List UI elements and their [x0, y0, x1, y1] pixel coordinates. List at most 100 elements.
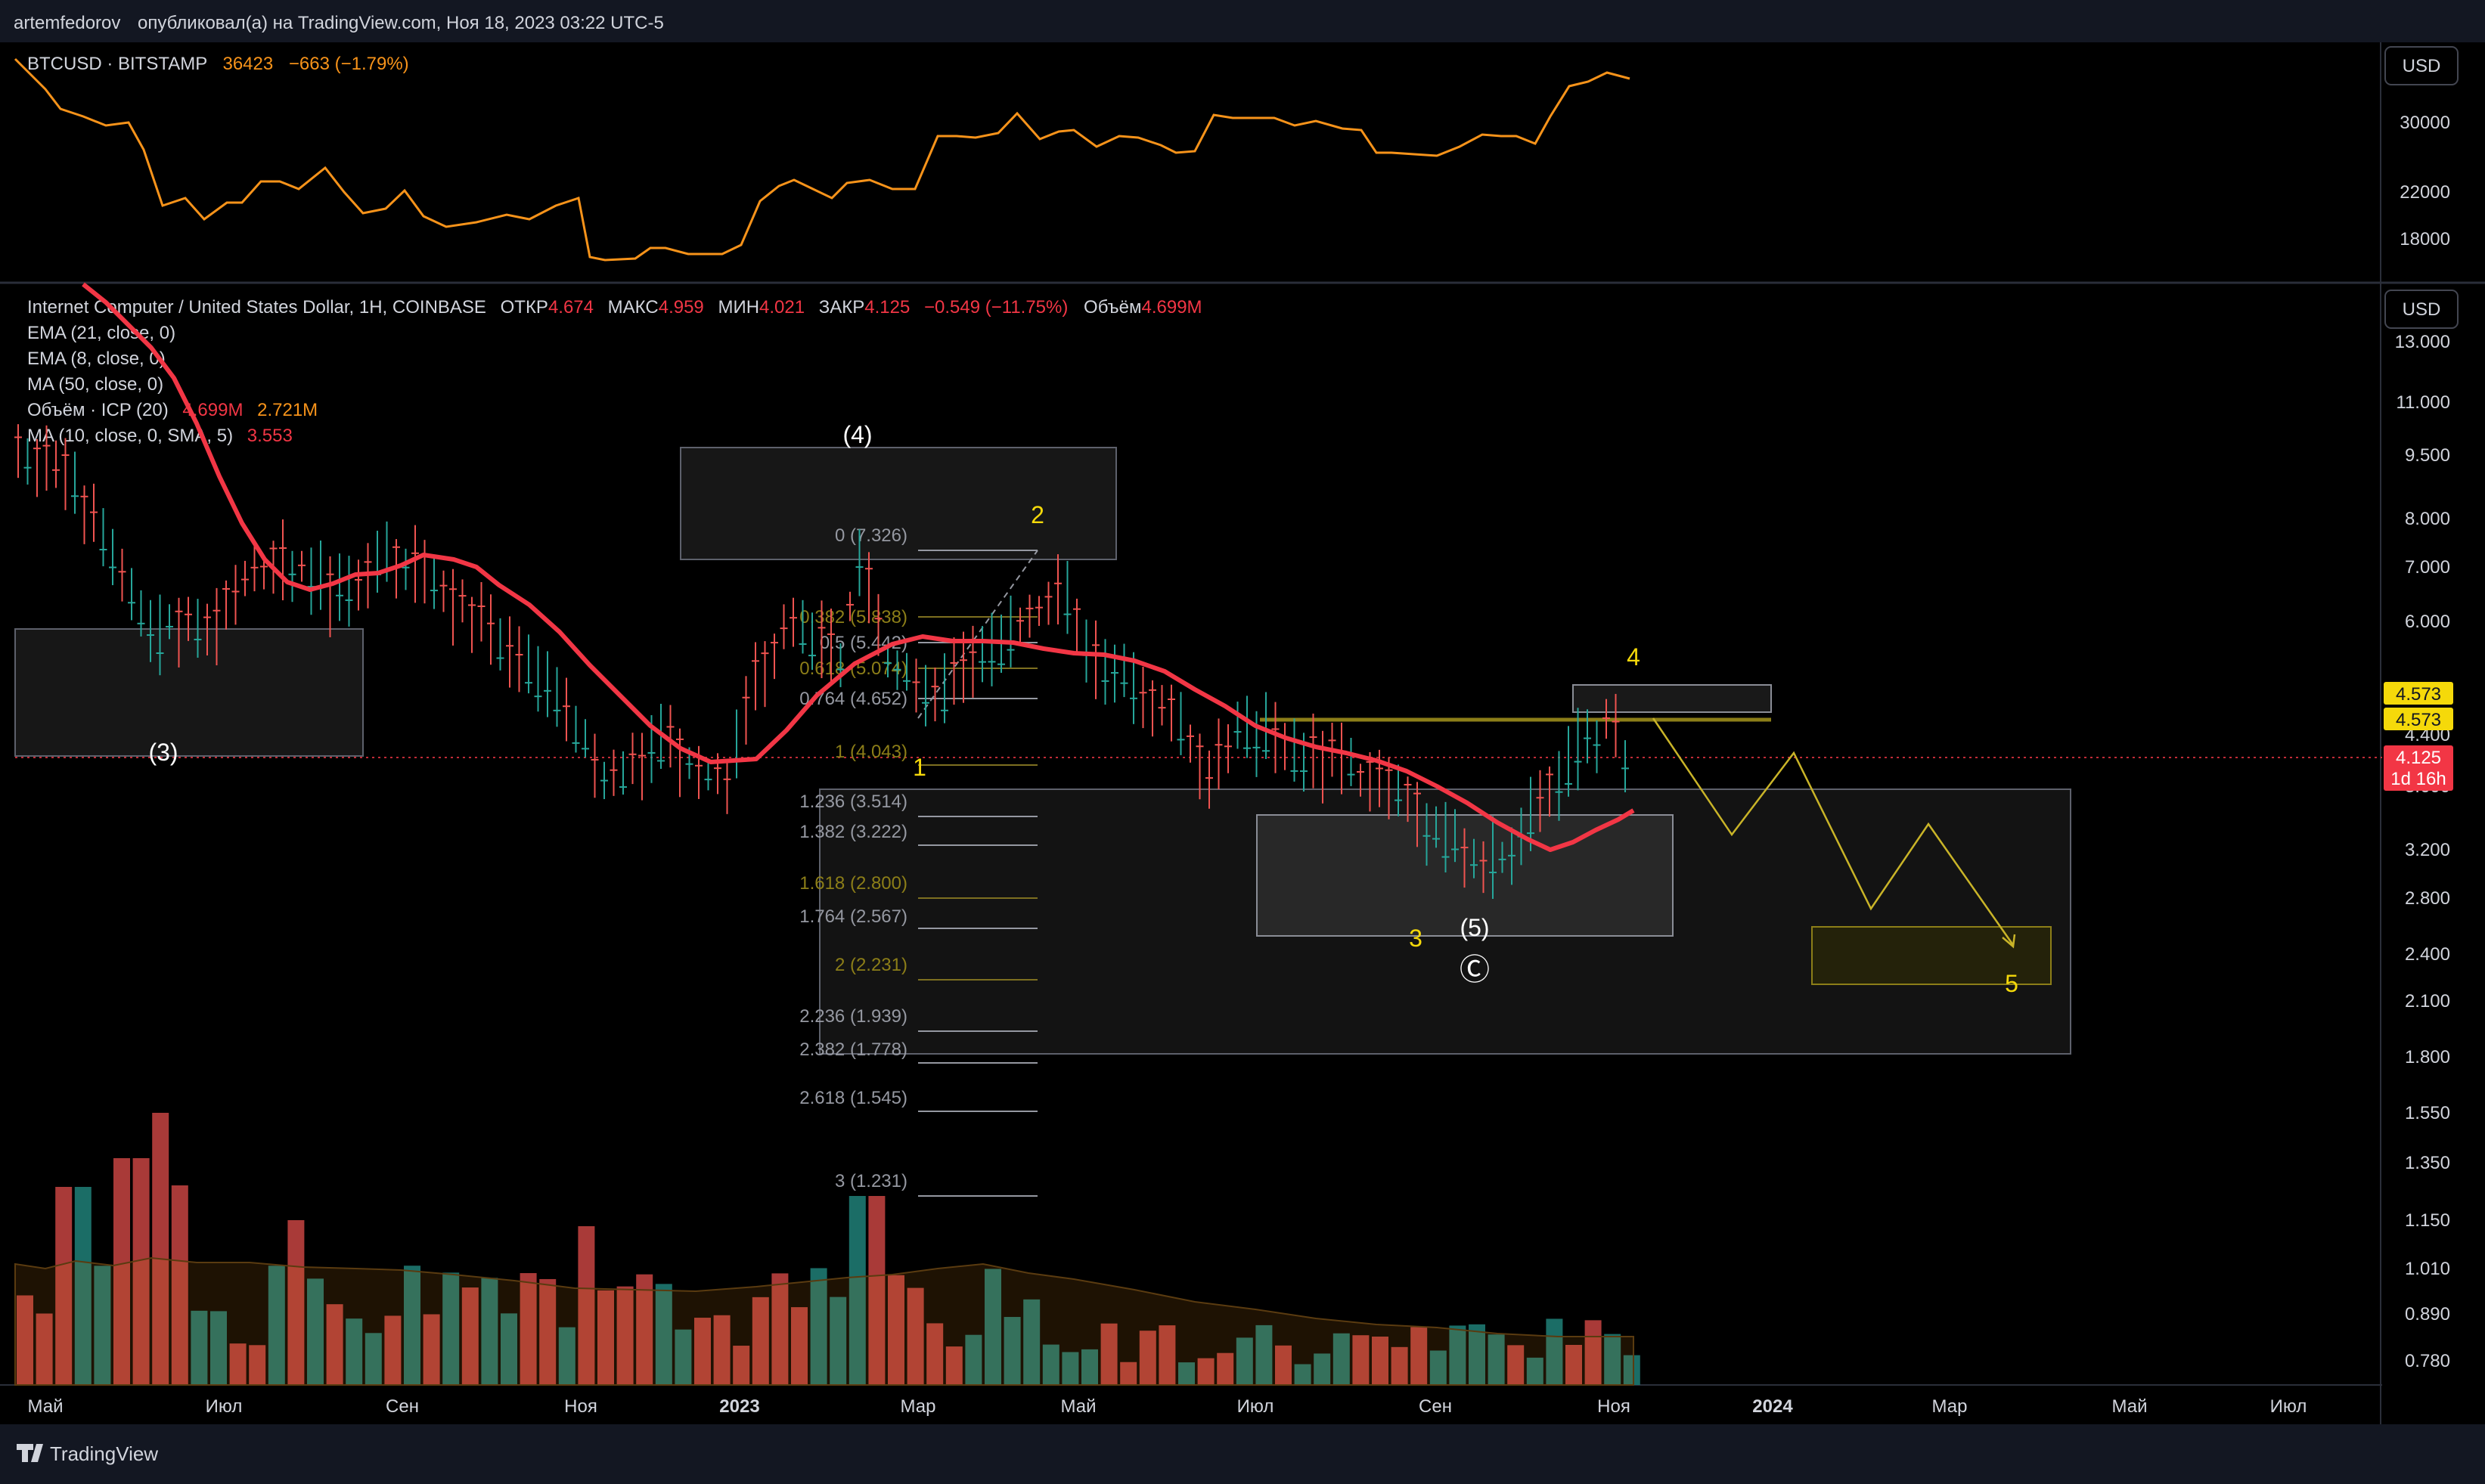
author-name[interactable]: artemfedorov — [14, 13, 120, 33]
fib-label: 1.764 (2.567) — [799, 906, 907, 927]
volume-bar — [1546, 1318, 1563, 1385]
volume-bar — [1062, 1352, 1079, 1385]
volume-bar — [384, 1315, 402, 1385]
wave-label-5-major[interactable]: (5) — [1460, 914, 1489, 941]
fib-label: 0.382 (5.838) — [799, 607, 907, 627]
volume-bar — [1139, 1331, 1156, 1385]
zone-box-3[interactable] — [14, 628, 364, 757]
ma-line — [82, 282, 1635, 852]
indicator-volume[interactable]: Объём · ICP (20) 4.699M 2.721M — [27, 400, 318, 420]
x-tick: Ноя — [564, 1396, 597, 1417]
y-tick: 8.000 — [2405, 509, 2450, 529]
volume-bar — [1197, 1358, 1215, 1385]
price-axis[interactable] — [2382, 42, 2485, 1424]
open-label: ОТКР — [501, 297, 548, 318]
indicator-ema8[interactable]: EMA (8, close, 0) — [27, 349, 166, 369]
projection-path[interactable] — [1652, 717, 2015, 946]
volume-bar — [481, 1278, 498, 1385]
volume-bar — [985, 1269, 1001, 1385]
btc-legend[interactable]: BTCUSD · BITSTAMP 36423 −663 (−1.79%) — [27, 54, 409, 74]
volume-bar — [55, 1187, 73, 1385]
main-currency-button[interactable]: USD — [2384, 290, 2459, 329]
volume-bar — [578, 1226, 595, 1385]
wave-label-1[interactable]: 1 — [913, 754, 926, 781]
top-tick: 22000 — [2400, 182, 2450, 203]
change-value: −0.549 (−11.75%) — [924, 297, 1068, 318]
volume-bar — [539, 1278, 557, 1385]
x-tick: Сен — [1419, 1396, 1452, 1417]
volume-bar — [17, 1295, 33, 1385]
volume-bar — [1178, 1362, 1195, 1385]
wave-label-5[interactable]: 5 — [2005, 970, 2018, 997]
indicator-ma10-value: 3.553 — [247, 426, 293, 446]
volume-bar — [694, 1318, 711, 1385]
volume-bar — [558, 1327, 575, 1385]
volume-bar — [1372, 1337, 1388, 1385]
main-currency-frame — [2384, 290, 2459, 329]
wave-label-c[interactable]: Ⓒ — [1460, 953, 1490, 987]
volume-bar — [1429, 1350, 1447, 1385]
volume-bar — [945, 1346, 963, 1385]
x-tick: Май — [1060, 1396, 1096, 1417]
wave-label-2[interactable]: 2 — [1031, 501, 1044, 528]
low-value: 4.021 — [759, 297, 805, 318]
x-tick: 2024 — [1752, 1396, 1793, 1417]
volume-bar — [907, 1287, 924, 1385]
volume-bar — [1100, 1323, 1118, 1385]
indicator-volume-ma: 2.721M — [257, 400, 318, 420]
volume-bar — [442, 1272, 460, 1385]
price-tag-bg — [2384, 682, 2453, 705]
icp-legend[interactable]: Internet Computer / United States Dollar… — [27, 297, 1202, 318]
volume-bar — [191, 1310, 208, 1385]
tradingview-logo[interactable]: TradingView — [17, 1442, 158, 1465]
x-tick: Май — [27, 1396, 63, 1417]
fib-label: 0 (7.326) — [835, 525, 907, 546]
low-label: МИН — [718, 297, 759, 318]
volume-bar — [1081, 1349, 1098, 1385]
wave-label-3[interactable]: 3 — [1409, 925, 1422, 952]
wave-label-4[interactable]: 4 — [1627, 643, 1640, 671]
volume-bar — [733, 1346, 750, 1385]
volume-bar — [1410, 1327, 1428, 1385]
zone-box-w4[interactable] — [1572, 684, 1772, 713]
fib-extension[interactable]: 0 (7.326) 0.382 (5.838) 0.5 (5.442) 0.61… — [799, 525, 1038, 1197]
volume-bar — [1294, 1364, 1311, 1385]
volume-bar — [597, 1290, 614, 1385]
price-tag: 4.573 — [2396, 710, 2441, 730]
y-tick: 7.000 — [2405, 557, 2450, 578]
high-value: 4.959 — [659, 297, 704, 318]
brand-name: TradingView — [50, 1442, 158, 1465]
price-tags: 4.573 4.573 4.125 1d 16h — [2384, 682, 2453, 791]
volume-bar — [404, 1266, 420, 1385]
volume-bar — [810, 1268, 827, 1385]
top-currency-frame — [2384, 46, 2459, 85]
volume-bar — [1120, 1362, 1137, 1385]
zone-box-target[interactable] — [1811, 926, 2052, 985]
volume-bar — [771, 1273, 789, 1385]
time-axis[interactable]: Май Июл Сен Ноя 2023 Мар Май Июл Сен Ноя… — [27, 1396, 2307, 1417]
indicator-ema21[interactable]: EMA (21, close, 0) — [27, 323, 175, 343]
volume-bar — [423, 1314, 440, 1385]
volume-bar — [287, 1220, 305, 1385]
x-tick: Мар — [1932, 1396, 1968, 1417]
fib-label: 2.236 (1.939) — [799, 1006, 907, 1027]
volume-bar — [268, 1266, 285, 1385]
wave-label-3-major[interactable]: (3) — [148, 739, 178, 766]
candles — [14, 424, 1629, 899]
volume-bar — [636, 1274, 653, 1385]
indicator-ma50[interactable]: MA (50, close, 0) — [27, 374, 163, 395]
zone-box-4[interactable] — [680, 447, 1117, 560]
wave-label-4-major[interactable]: (4) — [842, 421, 872, 448]
volume-bar — [74, 1187, 92, 1385]
volume-bar — [1159, 1325, 1176, 1385]
indicator-ma10[interactable]: MA (10, close, 0, SMA, 5) 3.553 — [27, 426, 293, 446]
x-tick: Сен — [386, 1396, 419, 1417]
top-currency-button[interactable]: USD — [2384, 46, 2459, 85]
volume-bar — [501, 1313, 517, 1385]
volume-bar — [210, 1311, 227, 1385]
indicator-volume-label: Объём · ICP (20) — [27, 400, 169, 420]
volume-bar — [1391, 1346, 1408, 1385]
y-tick: 2.800 — [2405, 888, 2450, 909]
fib-label: 0.618 (5.074) — [799, 658, 907, 679]
